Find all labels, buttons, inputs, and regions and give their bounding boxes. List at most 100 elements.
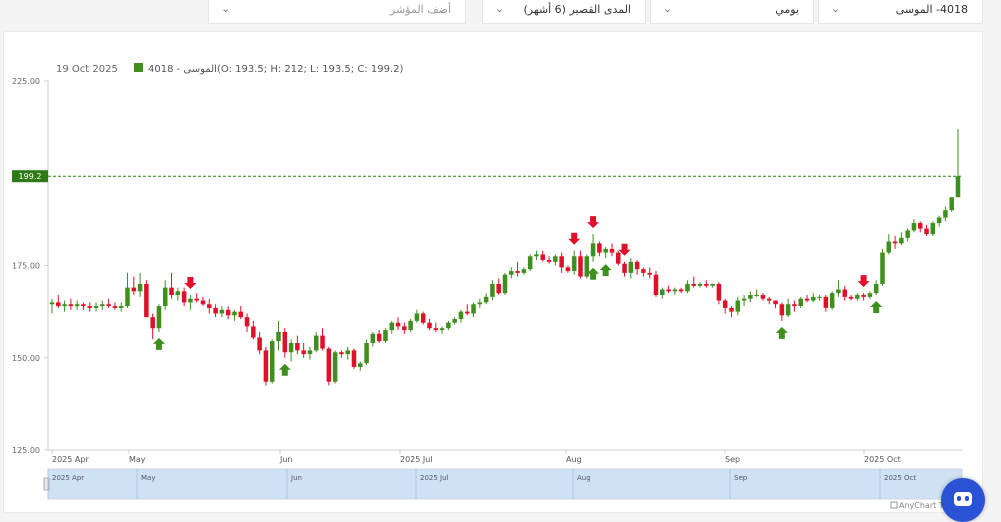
- candle-body: [74, 304, 80, 307]
- candle: [420, 311, 426, 325]
- candle: [634, 259, 640, 275]
- candle: [817, 295, 822, 301]
- candle: [792, 300, 797, 312]
- candle-body: [678, 289, 684, 292]
- candle: [181, 287, 187, 307]
- candle: [949, 197, 954, 212]
- candle: [244, 313, 250, 332]
- candle: [880, 248, 885, 286]
- candle-body: [546, 259, 552, 262]
- candle-body: [905, 230, 910, 238]
- sell-arrow-icon: [857, 275, 870, 288]
- interval-select[interactable]: يومي ⌄: [650, 0, 814, 24]
- candle: [93, 302, 99, 312]
- buy-arrow-icon: [775, 326, 788, 339]
- candle-body: [886, 241, 892, 253]
- interval-select-value: يومي: [775, 3, 799, 16]
- candle-body: [244, 317, 250, 327]
- candle-body: [848, 296, 854, 299]
- candle-body: [785, 304, 791, 316]
- sell-arrow-icon: [184, 277, 197, 290]
- candle: [678, 287, 684, 294]
- candle-body: [811, 296, 816, 301]
- chevron-down-icon: ⌄: [831, 2, 841, 15]
- candle: [427, 319, 432, 331]
- candle-body: [137, 283, 143, 292]
- candle: [829, 291, 835, 310]
- candle-body: [194, 298, 199, 301]
- candle: [716, 282, 722, 305]
- navigator-tick-label: 2025 Apr: [52, 474, 84, 482]
- candle-body: [446, 322, 451, 329]
- navigator-tick-label: Sep: [734, 474, 748, 482]
- candle-body: [553, 256, 558, 262]
- candle: [439, 326, 445, 334]
- candle: [156, 304, 162, 332]
- candle: [609, 243, 615, 257]
- candle-body: [471, 304, 476, 314]
- candle: [930, 221, 936, 236]
- candle-body: [439, 328, 445, 331]
- candle: [873, 280, 879, 296]
- candle-body: [615, 252, 621, 264]
- candle: [502, 272, 508, 296]
- candle: [395, 317, 401, 331]
- candle: [402, 322, 407, 334]
- candle-body: [685, 283, 690, 292]
- candle: [477, 298, 483, 308]
- candle: [408, 319, 413, 332]
- candle-body: [207, 304, 212, 308]
- candle: [647, 267, 652, 279]
- candle: [200, 296, 206, 307]
- candle: [534, 250, 539, 260]
- last-price-label: 199.2: [19, 172, 42, 181]
- candle: [704, 280, 709, 288]
- candle: [741, 295, 747, 307]
- candle: [307, 346, 313, 360]
- range-select[interactable]: المدى القصير (6 أشهر) ⌄: [482, 0, 646, 24]
- candle-body: [313, 335, 319, 351]
- y-tick-label: 125.00: [12, 446, 40, 455]
- x-tick-label: Sep: [725, 455, 740, 464]
- candle: [867, 291, 873, 299]
- candle: [207, 298, 212, 314]
- candle: [144, 280, 149, 318]
- chat-assistant-button[interactable]: [941, 478, 985, 522]
- candle: [628, 258, 634, 279]
- candle: [823, 295, 829, 312]
- chart-panel: 225.00 175.00 150.00 125.00 2025 Apr May Jun 20…: [3, 31, 983, 513]
- candle: [358, 361, 363, 371]
- candle: [527, 254, 533, 272]
- candle-body: [370, 333, 376, 343]
- symbol-select[interactable]: 4018- الموسى ⌄: [818, 0, 983, 24]
- candle: [911, 219, 917, 233]
- candle-body: [93, 306, 99, 308]
- candle: [56, 295, 61, 308]
- candle-body: [521, 269, 527, 273]
- candle: [559, 252, 564, 273]
- candle-body: [628, 261, 634, 273]
- candle-body: [798, 298, 803, 307]
- buy-arrow-icon: [152, 337, 165, 350]
- candle: [597, 241, 602, 257]
- candle-body: [464, 311, 470, 314]
- candle-body: [125, 287, 130, 307]
- candle: [414, 309, 420, 323]
- indicator-select[interactable]: أضف المؤشر ⌄: [208, 0, 466, 24]
- candle-body: [735, 300, 741, 312]
- candle: [339, 350, 344, 358]
- candle-body: [376, 333, 382, 342]
- candle-body: [861, 295, 866, 297]
- candle-body: [792, 304, 797, 307]
- sell-arrow-icon: [587, 216, 600, 229]
- candle: [773, 300, 778, 308]
- stock-chart[interactable]: 225.00 175.00 150.00 125.00 2025 Apr May Jun 20…: [4, 32, 982, 512]
- candle-body: [68, 304, 74, 307]
- candle: [578, 250, 583, 279]
- buy-arrow-icon: [278, 363, 291, 376]
- candle-body: [804, 298, 810, 301]
- y-tick-label: 175.00: [12, 262, 40, 271]
- candle: [936, 215, 942, 227]
- legend-swatch: [134, 63, 143, 72]
- chevron-down-icon: ⌄: [221, 2, 231, 15]
